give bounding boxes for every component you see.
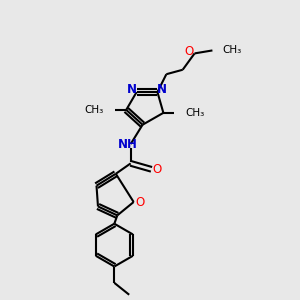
Text: O: O <box>136 196 145 208</box>
Text: O: O <box>184 45 194 58</box>
Text: NH: NH <box>118 138 138 151</box>
Text: CH₃: CH₃ <box>85 105 104 115</box>
Text: CH₃: CH₃ <box>223 45 242 56</box>
Text: N: N <box>157 83 167 96</box>
Text: CH₃: CH₃ <box>186 108 205 118</box>
Text: O: O <box>152 163 161 176</box>
Text: N: N <box>127 83 137 96</box>
